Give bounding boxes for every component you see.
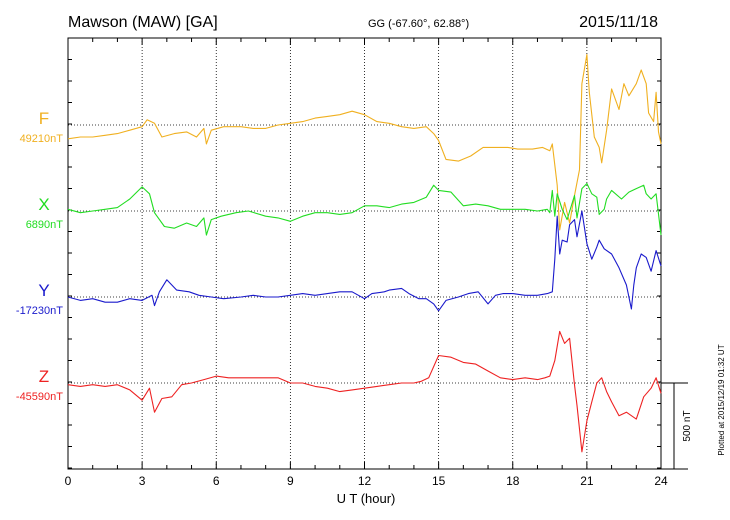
scale-bar-label: 500 nT <box>682 410 693 441</box>
series-group <box>67 53 662 453</box>
x-tick-label: 21 <box>580 474 594 488</box>
series-line-z <box>67 330 662 453</box>
x-tick-label: 6 <box>213 474 220 488</box>
series-baseline-f: 49210nT <box>20 133 64 145</box>
x-axis-title: U T (hour) <box>337 491 396 506</box>
series-line-x <box>67 182 662 236</box>
observation-date: 2015/11/18 <box>579 14 658 31</box>
x-tick-label: 3 <box>139 474 146 488</box>
x-tick-label: 9 <box>287 474 294 488</box>
series-name-x: X <box>38 195 49 214</box>
series-name-z: Z <box>39 367 49 386</box>
x-tick-label: 24 <box>654 474 668 488</box>
series-labels: F 49210nT X 6890nT Y -17230nT Z -45590nT <box>16 109 63 403</box>
series-line-y <box>67 210 662 312</box>
x-tick-label: 12 <box>358 474 372 488</box>
scale-bar: 500 nT <box>661 382 693 470</box>
geo-coordinates: GG (-67.60°, 62.88°) <box>368 18 469 30</box>
station-title: Mawson (MAW) [GA] <box>68 14 218 31</box>
x-tick-label: 0 <box>65 474 72 488</box>
x-tick-label: 18 <box>506 474 520 488</box>
axis-ticks <box>67 38 662 469</box>
series-line-f <box>67 53 662 231</box>
plotted-timestamp: Plotted at 2015/12/19 01:32 UT <box>717 344 726 455</box>
grid-lines <box>68 38 661 469</box>
x-tick-label: 15 <box>432 474 446 488</box>
series-name-f: F <box>39 109 49 128</box>
series-baseline-y: -17230nT <box>16 305 63 317</box>
series-baseline-z: -45590nT <box>16 391 63 403</box>
series-baseline-x: 6890nT <box>26 219 64 231</box>
x-tick-labels: 0 3 6 9 12 15 18 21 24 <box>65 474 668 488</box>
series-name-y: Y <box>38 281 49 300</box>
